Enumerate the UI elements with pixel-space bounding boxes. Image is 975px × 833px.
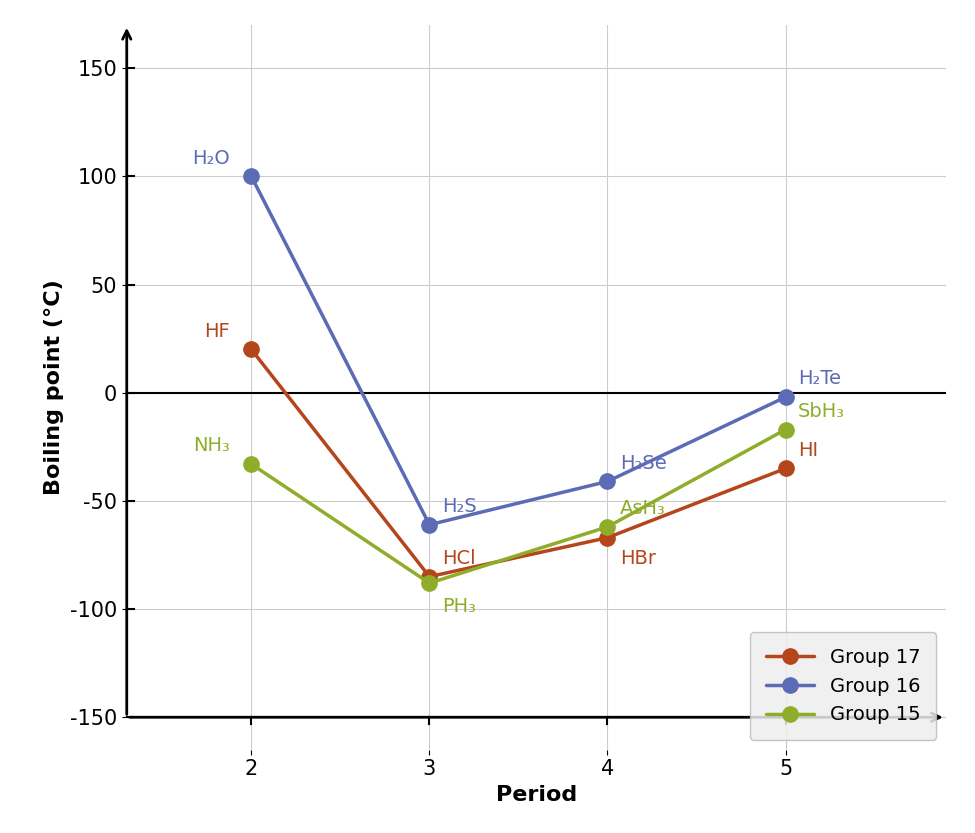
Group 16 [423, 520, 435, 530]
Text: HCl: HCl [442, 549, 476, 568]
Text: NH₃: NH₃ [193, 436, 230, 456]
Group 17 [423, 571, 435, 581]
Text: AsH₃: AsH₃ [620, 499, 666, 518]
Group 15 [423, 578, 435, 588]
Group 17 [246, 345, 257, 355]
Line: Group 16: Group 16 [244, 169, 793, 532]
Legend: Group 17, Group 16, Group 15: Group 17, Group 16, Group 15 [750, 632, 936, 740]
Text: HI: HI [798, 441, 818, 460]
Group 17 [780, 463, 792, 473]
Text: SbH₃: SbH₃ [798, 402, 845, 421]
X-axis label: Period: Period [495, 785, 577, 805]
Group 15 [780, 425, 792, 435]
Text: H₂Se: H₂Se [620, 454, 667, 473]
Line: Group 17: Group 17 [244, 342, 793, 584]
Group 17 [602, 532, 613, 542]
Text: HBr: HBr [620, 549, 656, 568]
Text: H₂O: H₂O [192, 149, 230, 167]
Group 16 [602, 476, 613, 486]
Group 15 [602, 522, 613, 532]
Group 16 [780, 392, 792, 402]
Text: HF: HF [205, 322, 230, 341]
Line: Group 15: Group 15 [244, 421, 793, 591]
Text: PH₃: PH₃ [442, 596, 476, 616]
Text: H₂Te: H₂Te [798, 369, 841, 388]
Group 15 [246, 459, 257, 469]
Group 16 [246, 172, 257, 182]
Text: H₂S: H₂S [442, 497, 477, 516]
Y-axis label: Boiling point (°C): Boiling point (°C) [44, 279, 64, 496]
